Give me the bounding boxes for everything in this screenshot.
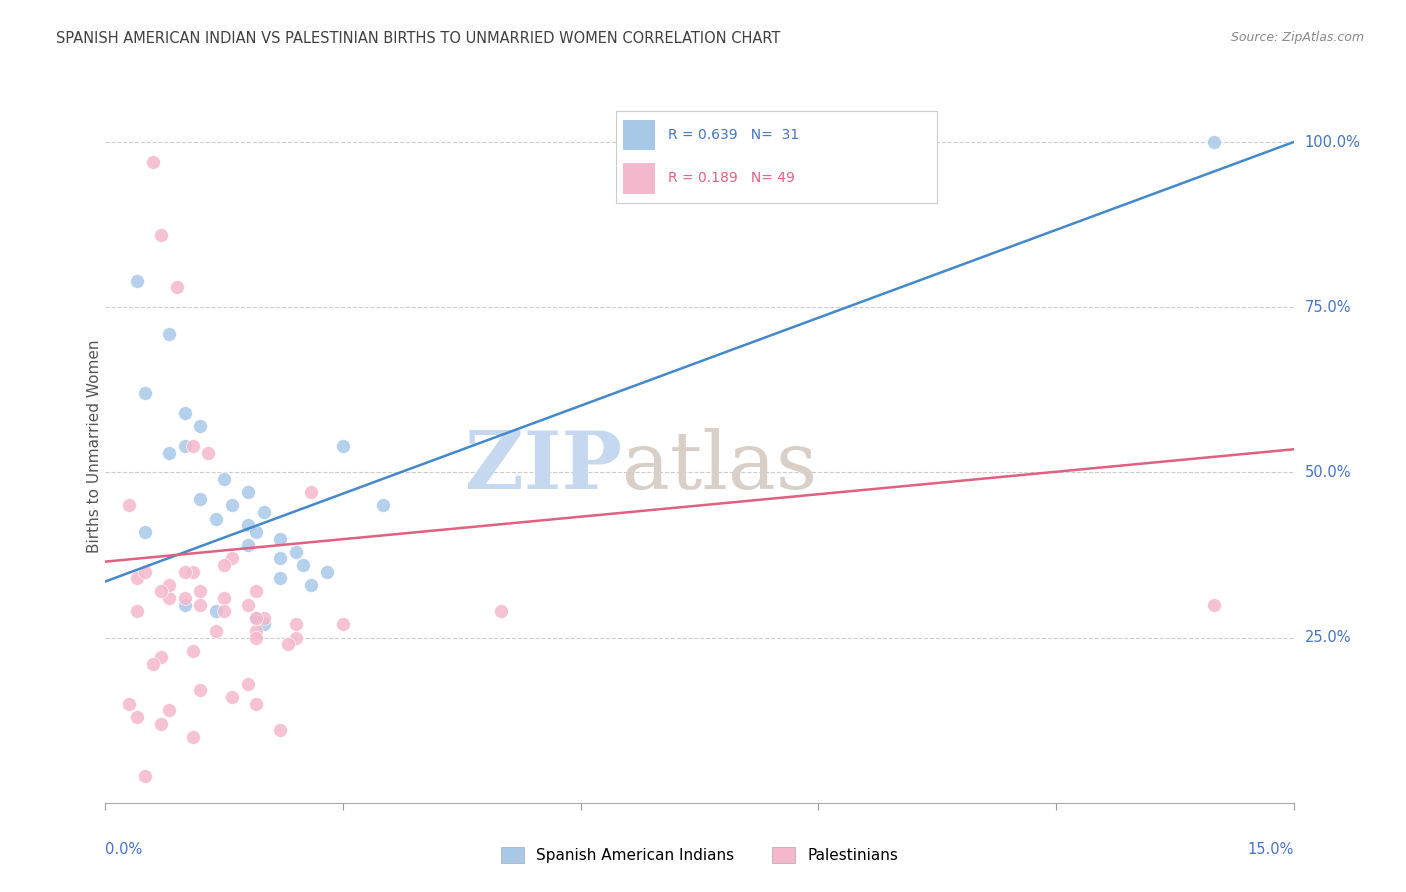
Point bbox=[181, 730, 204, 744]
Point bbox=[173, 565, 195, 579]
Text: SPANISH AMERICAN INDIAN VS PALESTINIAN BIRTHS TO UNMARRIED WOMEN CORRELATION CHA: SPANISH AMERICAN INDIAN VS PALESTINIAN B… bbox=[56, 31, 780, 46]
Text: 100.0%: 100.0% bbox=[1305, 135, 1361, 150]
Point bbox=[245, 524, 267, 539]
Text: R = 0.639   N=  31: R = 0.639 N= 31 bbox=[668, 128, 799, 142]
Point bbox=[173, 591, 195, 605]
Point bbox=[245, 611, 267, 625]
Point bbox=[149, 584, 172, 599]
Point bbox=[149, 716, 172, 731]
Point bbox=[236, 677, 259, 691]
Point bbox=[214, 558, 236, 572]
Point bbox=[221, 499, 243, 513]
Point bbox=[332, 439, 354, 453]
Point bbox=[214, 472, 236, 486]
Point bbox=[190, 683, 212, 698]
Point bbox=[205, 511, 228, 525]
Point bbox=[236, 485, 259, 500]
Point bbox=[157, 326, 180, 341]
Text: Source: ZipAtlas.com: Source: ZipAtlas.com bbox=[1230, 31, 1364, 45]
Text: 25.0%: 25.0% bbox=[1305, 630, 1351, 645]
Point bbox=[127, 571, 149, 585]
Point bbox=[149, 650, 172, 665]
Y-axis label: Births to Unmarried Women: Births to Unmarried Women bbox=[87, 339, 101, 553]
Point bbox=[253, 505, 276, 519]
Point bbox=[127, 604, 149, 618]
Point bbox=[245, 584, 267, 599]
Text: 50.0%: 50.0% bbox=[1305, 465, 1351, 480]
Point bbox=[190, 419, 212, 434]
Point bbox=[134, 386, 156, 401]
Point bbox=[173, 439, 195, 453]
Point bbox=[284, 617, 307, 632]
Text: R = 0.189   N= 49: R = 0.189 N= 49 bbox=[668, 171, 794, 186]
Point bbox=[118, 697, 141, 711]
Text: 15.0%: 15.0% bbox=[1247, 842, 1294, 857]
Point bbox=[253, 617, 276, 632]
Point bbox=[1204, 598, 1226, 612]
Point bbox=[236, 518, 259, 533]
Point bbox=[134, 565, 156, 579]
Point bbox=[157, 578, 180, 592]
Point bbox=[371, 499, 394, 513]
Point bbox=[214, 604, 236, 618]
Point bbox=[236, 598, 259, 612]
Point bbox=[316, 565, 339, 579]
Point bbox=[284, 631, 307, 645]
Point bbox=[205, 624, 228, 638]
Point bbox=[332, 617, 354, 632]
Point bbox=[284, 545, 307, 559]
Point bbox=[190, 598, 212, 612]
Point bbox=[181, 644, 204, 658]
Point bbox=[134, 769, 156, 783]
Point bbox=[269, 723, 291, 738]
Point bbox=[149, 227, 172, 242]
Point bbox=[173, 598, 195, 612]
Point bbox=[157, 591, 180, 605]
Point bbox=[236, 538, 259, 552]
Point bbox=[221, 690, 243, 704]
Bar bbox=[623, 163, 655, 194]
Point bbox=[142, 154, 165, 169]
Point bbox=[173, 406, 195, 420]
Point bbox=[245, 631, 267, 645]
Bar bbox=[623, 120, 655, 151]
Point bbox=[1204, 135, 1226, 149]
Point bbox=[127, 710, 149, 724]
Point bbox=[181, 439, 204, 453]
Point bbox=[269, 571, 291, 585]
Point bbox=[127, 274, 149, 288]
Point bbox=[142, 657, 165, 671]
Point bbox=[166, 280, 188, 294]
Point bbox=[253, 611, 276, 625]
Point bbox=[214, 591, 236, 605]
Point bbox=[190, 491, 212, 506]
Point bbox=[134, 524, 156, 539]
Point bbox=[245, 611, 267, 625]
Point bbox=[299, 578, 322, 592]
Point bbox=[491, 604, 513, 618]
Point bbox=[245, 624, 267, 638]
Point bbox=[269, 551, 291, 566]
Point bbox=[205, 604, 228, 618]
Point bbox=[299, 485, 322, 500]
Point bbox=[181, 565, 204, 579]
Point bbox=[157, 445, 180, 459]
Legend: Spanish American Indians, Palestinians: Spanish American Indians, Palestinians bbox=[501, 847, 898, 863]
Point bbox=[190, 584, 212, 599]
Text: 75.0%: 75.0% bbox=[1305, 300, 1351, 315]
Point bbox=[221, 551, 243, 566]
Point bbox=[118, 499, 141, 513]
Text: ZIP: ZIP bbox=[465, 428, 623, 507]
Point bbox=[292, 558, 315, 572]
Point bbox=[157, 703, 180, 717]
Point bbox=[197, 445, 219, 459]
Point bbox=[277, 637, 299, 651]
Point bbox=[245, 697, 267, 711]
Text: 0.0%: 0.0% bbox=[105, 842, 142, 857]
Text: atlas: atlas bbox=[623, 428, 817, 507]
Point bbox=[269, 532, 291, 546]
